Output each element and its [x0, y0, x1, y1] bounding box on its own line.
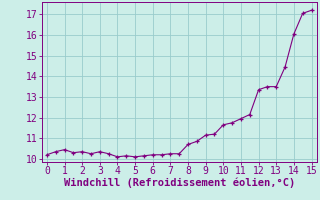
- X-axis label: Windchill (Refroidissement éolien,°C): Windchill (Refroidissement éolien,°C): [64, 178, 295, 188]
